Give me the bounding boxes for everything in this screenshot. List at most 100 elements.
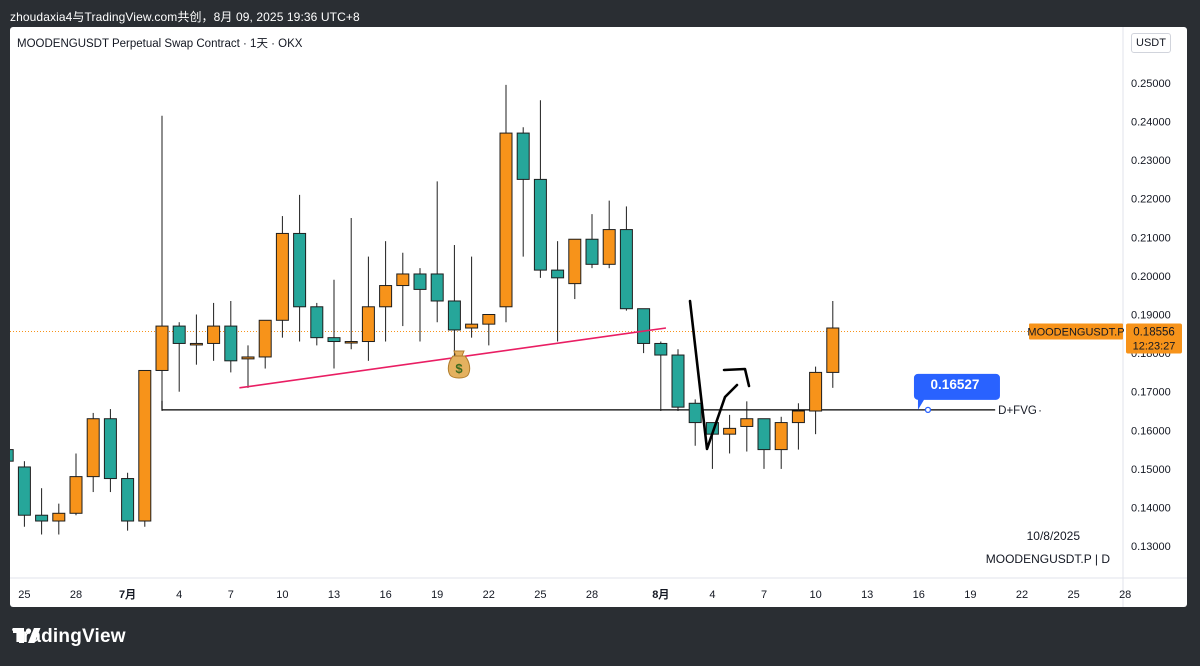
currency-button[interactable]: USDT (1131, 33, 1171, 53)
candle-body (602, 229, 616, 265)
money-bag-dollar: $ (455, 361, 463, 376)
bearish-candle (224, 300, 238, 373)
candle-body (585, 238, 599, 265)
candle-body (35, 514, 49, 522)
candle-body (568, 238, 582, 285)
time-tick-label: 8月 (652, 588, 669, 601)
candle-body (637, 308, 651, 344)
candle-body (310, 306, 324, 339)
candle-body (791, 410, 805, 424)
bearish-candle (533, 100, 547, 278)
time-tick-label: 10 (809, 589, 821, 601)
bullish-candle (361, 256, 375, 361)
candlestick-chart[interactable]: 0.130000.140000.150000.160000.170000.180… (10, 27, 1187, 607)
candle-body (344, 341, 358, 344)
candle-body (688, 402, 702, 424)
bullish-candle (69, 453, 83, 516)
candle-body (275, 232, 289, 321)
money-bag-neck (453, 350, 465, 357)
candle-body (774, 422, 788, 451)
time-tick-label: 28 (70, 589, 82, 601)
bearish-candle (35, 488, 49, 535)
time-tick-label: 28 (1119, 589, 1131, 601)
bullish-candle (602, 200, 616, 269)
candle-body (757, 418, 771, 451)
bullish-candle (482, 314, 496, 346)
drawn-arrow-path (688, 299, 739, 451)
support-line-label: D+FVG (998, 405, 1037, 417)
candle-body (619, 229, 633, 310)
bearish-candle (103, 409, 117, 493)
price-axis: 0.130000.140000.150000.160000.170000.180… (1131, 78, 1171, 553)
money-bag-icon: $ (447, 350, 471, 379)
symbol-annotation: MOODENGUSDT.P | D (986, 552, 1111, 566)
bullish-candle (774, 416, 788, 469)
candle-body (69, 476, 83, 514)
candle-body (224, 325, 238, 362)
price-callout-bubble (913, 373, 1000, 410)
bullish-candle (138, 369, 152, 527)
bearish-candle (310, 302, 324, 346)
bearish-candle (430, 181, 444, 323)
time-tick-label: 22 (483, 589, 495, 601)
price-tick-label: 0.20000 (1131, 271, 1171, 283)
candle-body (10, 449, 14, 462)
candle-body (361, 306, 375, 343)
bullish-candle (189, 314, 203, 365)
bearish-candle (327, 279, 341, 369)
candle-body (723, 427, 737, 435)
candle-body (809, 371, 823, 412)
bearish-candle (757, 418, 771, 469)
candle-body (86, 418, 100, 478)
bullish-candle (465, 256, 479, 338)
bullish-candle (207, 302, 221, 361)
bullish-candle (723, 414, 737, 454)
price-callout-anchor (924, 406, 932, 413)
last-price-label-bg (1126, 323, 1182, 354)
bullish-candle (809, 366, 823, 435)
candle-body (447, 300, 461, 331)
price-tick-label: 0.22000 (1131, 194, 1171, 206)
bearish-candle (637, 308, 651, 354)
candle-body (516, 132, 530, 180)
last-price-value: 0.18556 (1133, 326, 1175, 338)
support-line-dot: · (1038, 405, 1042, 417)
time-tick-label: 4 (709, 589, 715, 601)
time-tick-label: 19 (431, 589, 443, 601)
time-tick-label: 7 (228, 589, 234, 601)
symbol-badge-text: MOODENGUSDT.P (1027, 326, 1124, 338)
bullish-candle (568, 238, 582, 300)
bullish-candle (258, 319, 272, 369)
snapshot-caption: zhoudaxia4与TradingView.com共创，8月 09, 2025… (10, 10, 360, 24)
time-tick-label: 13 (861, 589, 873, 601)
bearish-candle (121, 472, 135, 531)
time-tick-label: 25 (534, 589, 546, 601)
candle-body (103, 418, 117, 480)
price-tick-label: 0.25000 (1131, 78, 1171, 90)
bullish-candle (155, 115, 169, 411)
candle-body (396, 273, 410, 287)
candle-body (413, 273, 427, 290)
candle-body (740, 418, 754, 427)
bearish-candle (671, 349, 685, 411)
bullish-candle (396, 252, 410, 327)
candle-body (207, 325, 221, 344)
bullish-candle (344, 218, 358, 350)
candle-body (826, 327, 840, 373)
chart-panel[interactable]: MOODENGUSDT Perpetual Swap Contract · 1天… (10, 27, 1187, 607)
candle-body (138, 369, 152, 522)
tradingview-logo-icon (13, 628, 41, 643)
drawn-arrow-head (722, 367, 751, 388)
price-callout-text: 0.16527 (931, 377, 980, 392)
symbol-title[interactable]: MOODENGUSDT Perpetual Swap Contract · 1天… (17, 38, 303, 50)
bearish-candle (585, 214, 599, 269)
money-bag-body (447, 355, 471, 379)
price-tick-label: 0.13000 (1131, 541, 1171, 553)
bullish-candle (379, 241, 393, 342)
bearish-candle (551, 241, 565, 342)
candle-body (52, 512, 66, 522)
bearish-candle (17, 461, 31, 527)
time-tick-label: 25 (18, 589, 30, 601)
candle-body (499, 132, 513, 308)
